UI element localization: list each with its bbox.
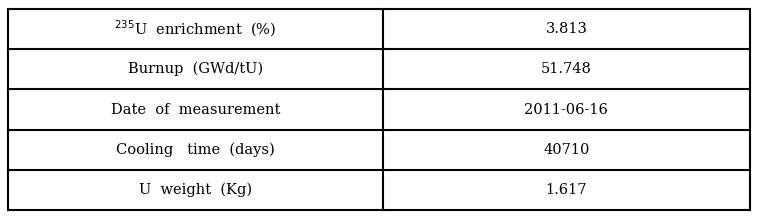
Text: Burnup  (GWd/tU): Burnup (GWd/tU) — [128, 62, 263, 76]
Text: Date  of  measurement: Date of measurement — [111, 102, 280, 117]
Text: U  weight  (Kg): U weight (Kg) — [139, 183, 252, 197]
Text: 3.813: 3.813 — [546, 22, 587, 36]
Text: 51.748: 51.748 — [541, 62, 592, 76]
Text: 40710: 40710 — [543, 143, 590, 157]
Text: Cooling   time  (days): Cooling time (days) — [116, 143, 274, 157]
Text: 2011-06-16: 2011-06-16 — [525, 102, 608, 117]
Text: 1.617: 1.617 — [546, 183, 587, 197]
Text: $^{235}$U  enrichment  (%): $^{235}$U enrichment (%) — [114, 19, 277, 39]
